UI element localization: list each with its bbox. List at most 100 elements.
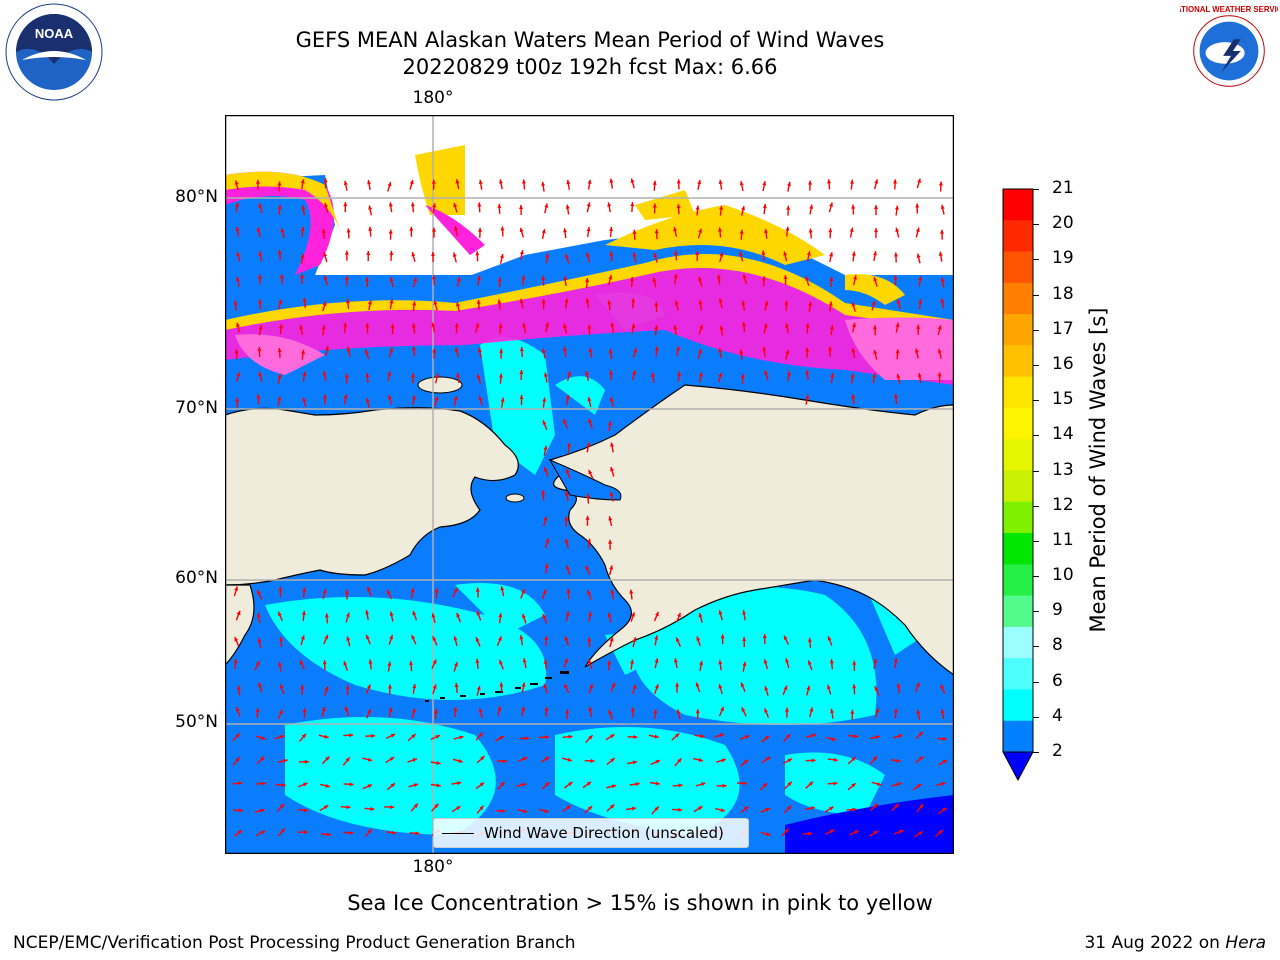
wave-arrow-head	[588, 418, 593, 424]
wave-arrow-head	[764, 686, 769, 691]
wave-arrow-head	[918, 831, 923, 836]
colorbar-tick-label: 2	[1052, 741, 1063, 761]
wave-arrow-head	[914, 348, 919, 353]
wave-arrow-head	[497, 203, 502, 208]
lat-label-50n: 50°N	[175, 712, 218, 732]
wave-arrow-head	[674, 658, 678, 663]
wave-arrow-head	[303, 830, 308, 835]
wave-arrow-head	[365, 373, 370, 378]
wave-arrow-head	[851, 251, 856, 256]
wave-arrow-head	[763, 783, 768, 788]
wave-arrow-head	[610, 442, 615, 447]
colorbar-tick-label: 9	[1052, 600, 1063, 621]
wave-arrow-head	[454, 683, 459, 688]
wave-arrow-head	[563, 276, 568, 281]
wave-arrow-head	[322, 589, 327, 594]
wave-arrow-head	[367, 180, 371, 185]
wave-arrow-head	[722, 783, 727, 788]
wave-arrow-head	[261, 736, 266, 740]
wave-arrow-head	[896, 374, 901, 379]
wave-arrow-head	[587, 397, 592, 402]
wave-arrow-head	[585, 565, 590, 570]
colorbar-tick	[1033, 364, 1039, 366]
wave-arrow-head	[431, 322, 436, 327]
wave-arrow-head	[786, 734, 791, 739]
wave-arrow-head	[762, 204, 767, 209]
wave-arrow-head	[762, 346, 767, 351]
colorbar-segment	[1003, 376, 1033, 409]
wave-arrow-head	[564, 658, 568, 663]
wave-arrow-head	[633, 348, 638, 353]
colorbar-tick-label: 15	[1052, 389, 1074, 410]
wave-arrow-head	[609, 226, 613, 232]
wave-arrow-head	[387, 661, 392, 666]
wave-arrow-head	[323, 275, 328, 280]
wave-arrow-head	[565, 611, 570, 616]
wave-arrow-head	[766, 832, 771, 836]
wave-arrow-head	[874, 205, 878, 210]
wave-arrow-head	[283, 758, 288, 763]
wave-arrow-head	[852, 807, 857, 812]
wave-arrow-head	[809, 204, 814, 209]
wave-arrow-head	[522, 757, 528, 761]
wave-arrow-head	[805, 394, 810, 400]
wave-arrow-head	[236, 372, 241, 377]
wave-arrow-head	[654, 734, 659, 739]
colorbar-segment	[1003, 407, 1033, 440]
wave-arrow-head	[522, 613, 526, 619]
wave-arrow-head	[522, 809, 528, 813]
wave-arrow-head	[300, 179, 305, 184]
wave-arrow-head	[720, 808, 725, 812]
wave-arrow-head	[476, 374, 481, 379]
wave-arrow-head	[676, 179, 681, 184]
wave-arrow-head	[654, 635, 659, 640]
wave-arrow-head	[391, 830, 397, 835]
colorbar-segment	[1003, 345, 1033, 378]
wave-arrow-head	[873, 277, 878, 282]
wave-arrow-head	[607, 612, 612, 618]
wave-arrow-head	[500, 781, 505, 787]
wave-arrow-head	[325, 346, 329, 351]
wave-arrow-head	[519, 298, 524, 304]
wave-arrow-head	[676, 346, 680, 351]
wave-arrow-head	[587, 637, 592, 642]
wave-arrow-head	[631, 323, 636, 328]
footer-branch: NCEP/EMC/Verification Post Processing Pr…	[13, 933, 576, 953]
wave-arrow-head	[277, 373, 282, 379]
wave-arrow-head	[588, 347, 593, 353]
wave-arrow-head	[411, 635, 416, 640]
wave-arrow-head	[412, 611, 417, 616]
wave-arrow-head	[344, 250, 349, 255]
wave-arrow-head	[787, 805, 792, 810]
colorbar-tick	[1033, 400, 1039, 402]
wave-arrow-head	[673, 227, 678, 232]
wave-arrow-head	[608, 516, 613, 521]
wave-arrow-head	[368, 226, 373, 231]
colorbar-tick	[1033, 470, 1039, 472]
wave-arrow-head	[389, 299, 394, 304]
wave-arrow-head	[829, 829, 835, 834]
wave-arrow-head	[411, 346, 416, 351]
wave-arrow-head	[807, 637, 812, 642]
wave-arrow-head	[545, 538, 550, 543]
wave-arrow-head	[717, 274, 721, 279]
wave-arrow-head	[236, 322, 240, 327]
wave-arrow-head	[324, 634, 328, 640]
wave-arrow-head	[833, 757, 838, 762]
wave-arrow-head	[415, 831, 420, 836]
wave-arrow-head	[568, 782, 573, 786]
wave-arrow-head	[718, 660, 723, 665]
wave-arrow-head	[919, 804, 924, 809]
wave-arrow-head	[541, 229, 546, 234]
wave-arrow-head	[698, 228, 703, 233]
footer-machine: Hera	[1225, 933, 1266, 953]
colorbar-tick	[1033, 224, 1039, 226]
wave-arrow-head	[476, 686, 481, 691]
wave-arrow-head	[435, 373, 439, 378]
wave-arrow-head	[277, 396, 282, 401]
wave-arrow-head	[364, 349, 369, 354]
wave-arrow-head	[851, 394, 856, 399]
wave-arrow-head	[235, 733, 240, 738]
wave-arrow-head	[453, 707, 458, 712]
colorbar-segment	[1003, 251, 1033, 284]
